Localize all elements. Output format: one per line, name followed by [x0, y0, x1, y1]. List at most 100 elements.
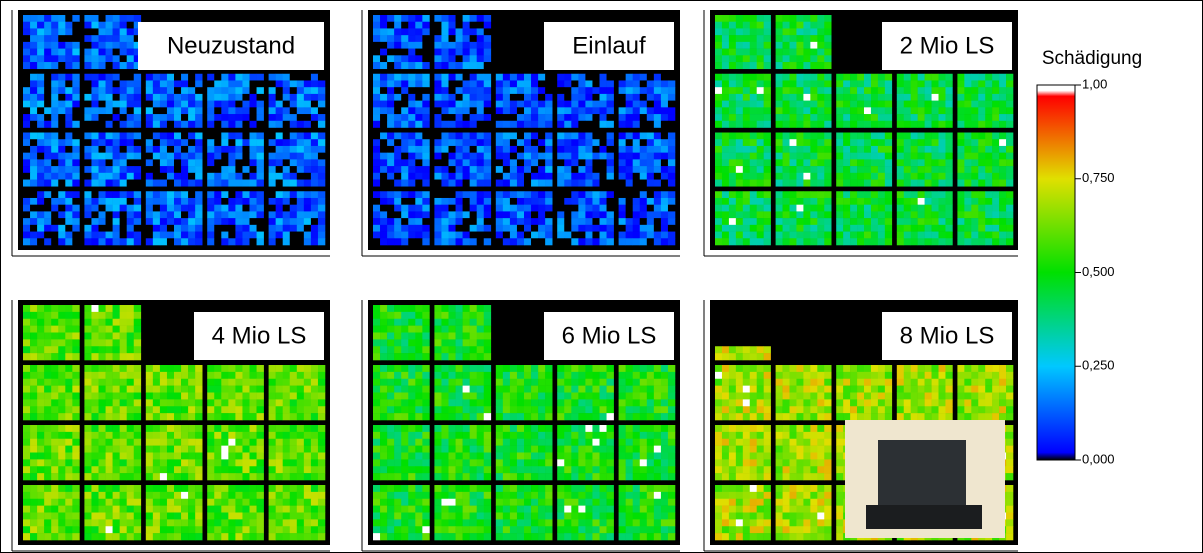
heatmap-cell: [448, 311, 456, 320]
heatmap-cell: [268, 371, 276, 380]
heatmap-cell: [789, 218, 797, 226]
heatmap-cell: [65, 172, 73, 180]
heatmap-cell: [133, 512, 142, 520]
heatmap-cell: [133, 238, 142, 246]
heatmap-cell: [817, 159, 825, 167]
heatmap-cell: [317, 218, 326, 226]
heatmap-cell: [495, 145, 504, 153]
heatmap-cell: [58, 145, 66, 153]
heatmap-cell: [195, 93, 203, 101]
heatmap-cell: [455, 15, 463, 23]
heatmap-cell: [483, 55, 492, 63]
heatmap-cell: [228, 80, 236, 88]
heatmap-cell: [282, 438, 291, 446]
heatmap-cell: [896, 159, 905, 167]
heatmap-cell: [268, 145, 276, 153]
heatmap-cell: [516, 107, 525, 115]
heatmap-cell: [538, 114, 546, 122]
heatmap-cell: [945, 80, 953, 88]
heatmap-cell: [159, 445, 168, 453]
heatmap-cell: [112, 172, 120, 180]
heatmap-cell: [84, 197, 92, 205]
heatmap-cell: [756, 80, 764, 88]
heatmap-cell: [796, 87, 804, 95]
heatmap-cell: [462, 114, 470, 122]
heatmap-cell: [214, 473, 222, 481]
heatmap-cell: [166, 120, 175, 128]
heatmap-cell: [646, 231, 655, 239]
heatmap-cell: [37, 159, 45, 167]
heatmap-cell: [373, 62, 381, 70]
heatmap-cell: [448, 93, 456, 101]
heatmap-cell: [646, 152, 655, 160]
heatmap-cell: [174, 152, 182, 160]
heatmap-cell: [462, 80, 470, 88]
heatmap-cell: [235, 431, 243, 440]
heatmap-cell: [84, 438, 92, 446]
heatmap-cell: [462, 325, 470, 333]
heatmap-cell: [571, 80, 579, 88]
heatmap-cell: [84, 62, 92, 70]
heatmap-cell: [207, 93, 215, 101]
heatmap-cell: [599, 132, 607, 140]
heatmap-cell: [401, 204, 409, 212]
heatmap-cell: [394, 15, 402, 23]
heatmap-cell: [545, 179, 553, 187]
heatmap-cell: [742, 191, 751, 199]
heatmap-cell: [422, 399, 430, 407]
heatmap-cell: [207, 452, 215, 460]
heatmap-cell: [660, 179, 669, 187]
heatmap-cell: [884, 191, 893, 199]
heatmap-cell: [119, 519, 127, 527]
heatmap-cell: [84, 28, 92, 36]
heatmap-cell: [256, 145, 264, 153]
heatmap-cell: [585, 172, 593, 180]
heatmap-cell: [51, 87, 59, 95]
heatmap-cell: [145, 413, 154, 421]
heatmap-cell: [538, 204, 546, 212]
heatmap-cell: [91, 231, 99, 239]
heatmap-cell: [495, 406, 504, 414]
heatmap-cell: [268, 231, 276, 239]
heatmap-cell: [214, 197, 222, 205]
heatmap-cell: [23, 139, 31, 147]
heatmap-cell: [30, 392, 38, 400]
heatmap-cell: [387, 238, 395, 246]
heatmap-cell: [843, 179, 851, 187]
heatmap-cell: [931, 152, 939, 160]
heatmap-cell: [152, 526, 161, 534]
heatmap-cell: [606, 80, 614, 88]
heatmap-cell: [387, 191, 395, 199]
heatmap-cell: [715, 107, 723, 115]
heatmap-cell: [119, 459, 127, 467]
heatmap-cell: [877, 80, 886, 88]
heatmap-cell: [228, 179, 236, 187]
heatmap-cell: [592, 211, 600, 219]
heatmap-cell: [380, 191, 388, 199]
heatmap-cell: [985, 204, 993, 212]
heatmap-cell: [268, 498, 276, 506]
heatmap-cell: [51, 73, 59, 81]
heatmap-cell: [235, 445, 243, 453]
heatmap-cell: [545, 159, 553, 167]
heatmap-cell: [65, 332, 73, 340]
heatmap-cell: [538, 80, 546, 88]
heatmap-cell: [380, 459, 388, 467]
heatmap-cell: [938, 87, 946, 95]
heatmap-cell: [938, 73, 946, 81]
heatmap-cell: [303, 378, 312, 386]
heatmap-cell: [434, 392, 442, 400]
heatmap-cell: [448, 179, 456, 187]
heatmap-cell: [896, 107, 905, 115]
heatmap-cell: [756, 191, 764, 199]
heatmap-cell: [571, 100, 579, 108]
heatmap-cell: [495, 211, 504, 219]
heatmap-cell: [564, 191, 572, 199]
heatmap-cell: [242, 399, 250, 407]
heatmap-cell: [667, 224, 676, 232]
heatmap-cell: [174, 80, 182, 88]
heatmap-cell: [221, 399, 229, 407]
heatmap-cell: [195, 378, 203, 386]
heatmap-cell: [72, 318, 80, 326]
heatmap-cell: [268, 120, 276, 128]
